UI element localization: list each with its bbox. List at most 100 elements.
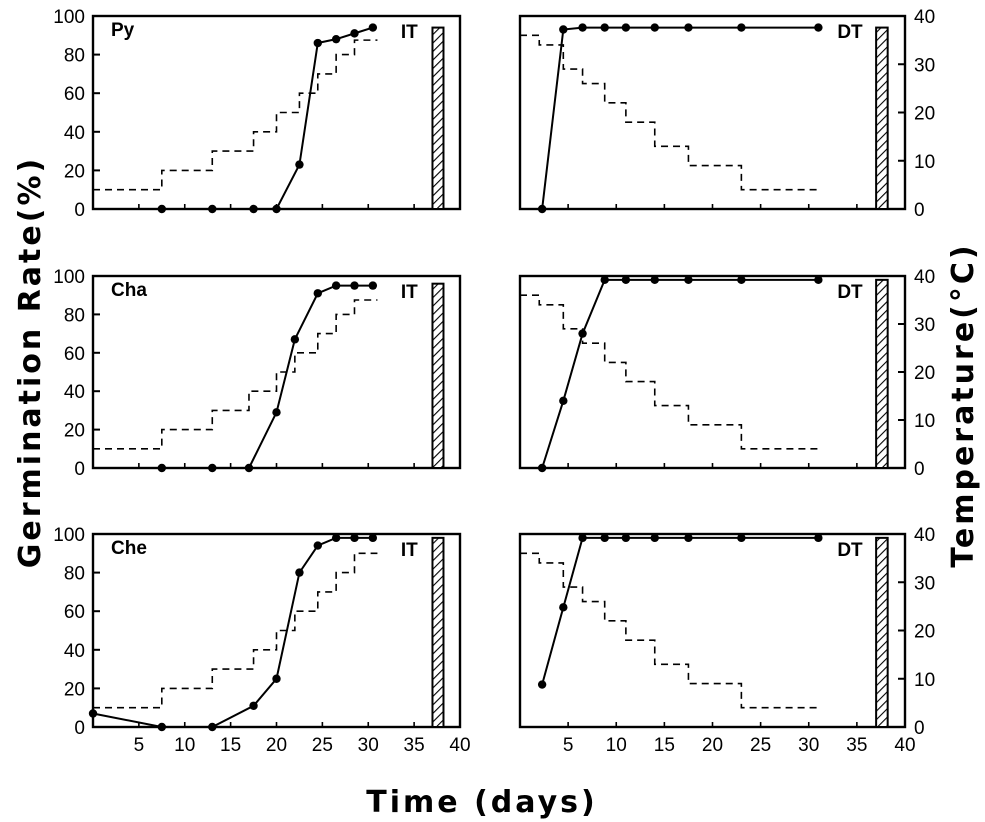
- germination-point: [621, 275, 631, 285]
- regime-label: IT: [401, 282, 418, 303]
- germination-point: [208, 463, 217, 473]
- germination-point: [621, 533, 631, 543]
- right-y-axis-title: Temperature(°C): [946, 242, 981, 567]
- y-tick-label: 80: [64, 564, 85, 585]
- germination-point: [814, 533, 823, 543]
- hatched-bar: [875, 536, 889, 728]
- germination-point: [208, 722, 217, 732]
- y-tick-label: 80: [64, 305, 85, 326]
- y-tick-label: 60: [64, 602, 85, 623]
- germination-point: [600, 533, 609, 543]
- germination-line: [161, 284, 373, 469]
- temperature-step-line: [93, 299, 378, 450]
- right-y-tick-label: 40: [914, 7, 935, 28]
- regime-label: DT: [837, 22, 863, 43]
- plot-frame: [518, 532, 907, 729]
- temperature-step-line: [520, 552, 819, 709]
- plot-frame: [518, 14, 907, 211]
- species-label: Cha: [111, 280, 147, 301]
- y-tick-label: 20: [64, 421, 85, 442]
- germination-point: [331, 533, 341, 543]
- germination-point: [737, 533, 746, 543]
- germination-point: [684, 275, 693, 285]
- x-tick-label: 5: [134, 735, 145, 756]
- y-tick-label: 60: [64, 344, 85, 365]
- germination-point: [331, 281, 341, 290]
- germination-point: [249, 701, 258, 710]
- germination-point: [157, 463, 167, 473]
- germination-line: [541, 278, 819, 469]
- right-y-tick-label: 10: [914, 152, 935, 173]
- plot-frame: [91, 14, 462, 211]
- hatched-bar: [431, 536, 445, 728]
- germination-point: [313, 289, 322, 298]
- y-tick-label: 0: [74, 459, 85, 480]
- germination-point: [650, 533, 659, 543]
- germination-point: [249, 204, 258, 214]
- plot-frame: [518, 274, 907, 470]
- right-y-tick-label: 10: [914, 411, 935, 432]
- germination-point: [578, 329, 587, 338]
- germination-point: [559, 396, 568, 405]
- germination-point: [737, 23, 746, 32]
- x-tick-label: 35: [404, 735, 425, 756]
- x-tick-label: 5: [563, 735, 574, 756]
- temperature-step-line: [93, 552, 378, 709]
- germination-point: [368, 23, 378, 32]
- right-y-tick-label: 20: [914, 104, 935, 125]
- x-tick-label: 40: [894, 735, 915, 756]
- right-y-tick-label: 20: [914, 622, 935, 643]
- germination-point: [208, 204, 217, 214]
- germination-point: [537, 680, 547, 689]
- y-tick-label: 40: [64, 123, 85, 144]
- germination-line: [92, 536, 373, 728]
- germination-point: [157, 722, 167, 732]
- germination-line: [161, 26, 374, 210]
- right-y-tick-label: 10: [914, 670, 935, 691]
- panel-py-dt: 0 10 20 30 40 DT: [518, 7, 935, 221]
- x-tick-label: 30: [798, 735, 819, 756]
- germination-point: [331, 34, 341, 44]
- germination-line: [541, 26, 819, 210]
- germination-point: [313, 541, 322, 550]
- hatched-bar: [431, 282, 445, 469]
- y-tick-label: 100: [53, 7, 85, 28]
- y-tick-label: 0: [74, 718, 85, 739]
- germination-point: [559, 25, 568, 34]
- germination-point: [600, 275, 609, 285]
- y-tick-label: 100: [53, 525, 85, 546]
- right-y-tick-label: 0: [914, 200, 925, 221]
- germination-point: [600, 23, 609, 32]
- right-y-tick-label: 30: [914, 315, 935, 336]
- panel-cha-it: 0 20 40 60 80 100 Cha IT: [53, 267, 462, 480]
- germination-point: [368, 281, 378, 290]
- germination-point: [814, 275, 823, 285]
- right-y-tick-label: 40: [914, 525, 935, 546]
- y-tick-label: 20: [64, 161, 85, 182]
- germination-point: [650, 275, 659, 285]
- panel-che-it: 0 20 40 60 80 100 5 10 15 20 25 30 35 40 Che IT: [53, 525, 470, 756]
- x-tick-label: 30: [358, 735, 379, 756]
- x-tick-label: 15: [654, 735, 675, 756]
- germination-point: [814, 23, 823, 32]
- x-tick-label: 20: [702, 735, 723, 756]
- germination-point: [650, 23, 659, 32]
- panel-cha-dt: 0 10 20 30 40 DT: [518, 267, 935, 480]
- germination-point: [621, 23, 631, 32]
- regime-label: IT: [401, 540, 418, 561]
- plot-frame: [91, 532, 462, 729]
- right-y-tick-label: 40: [914, 267, 935, 288]
- germination-line: [541, 536, 819, 685]
- germination-point: [157, 204, 167, 214]
- right-y-tick-label: 0: [914, 459, 925, 480]
- germination-point: [88, 709, 98, 718]
- x-tick-label: 15: [220, 735, 241, 756]
- temperature-step-line: [520, 294, 819, 450]
- species-label: Py: [111, 20, 135, 41]
- germination-point: [350, 533, 359, 543]
- regime-label: IT: [401, 22, 418, 43]
- germination-point: [272, 408, 281, 417]
- germination-point: [350, 281, 359, 290]
